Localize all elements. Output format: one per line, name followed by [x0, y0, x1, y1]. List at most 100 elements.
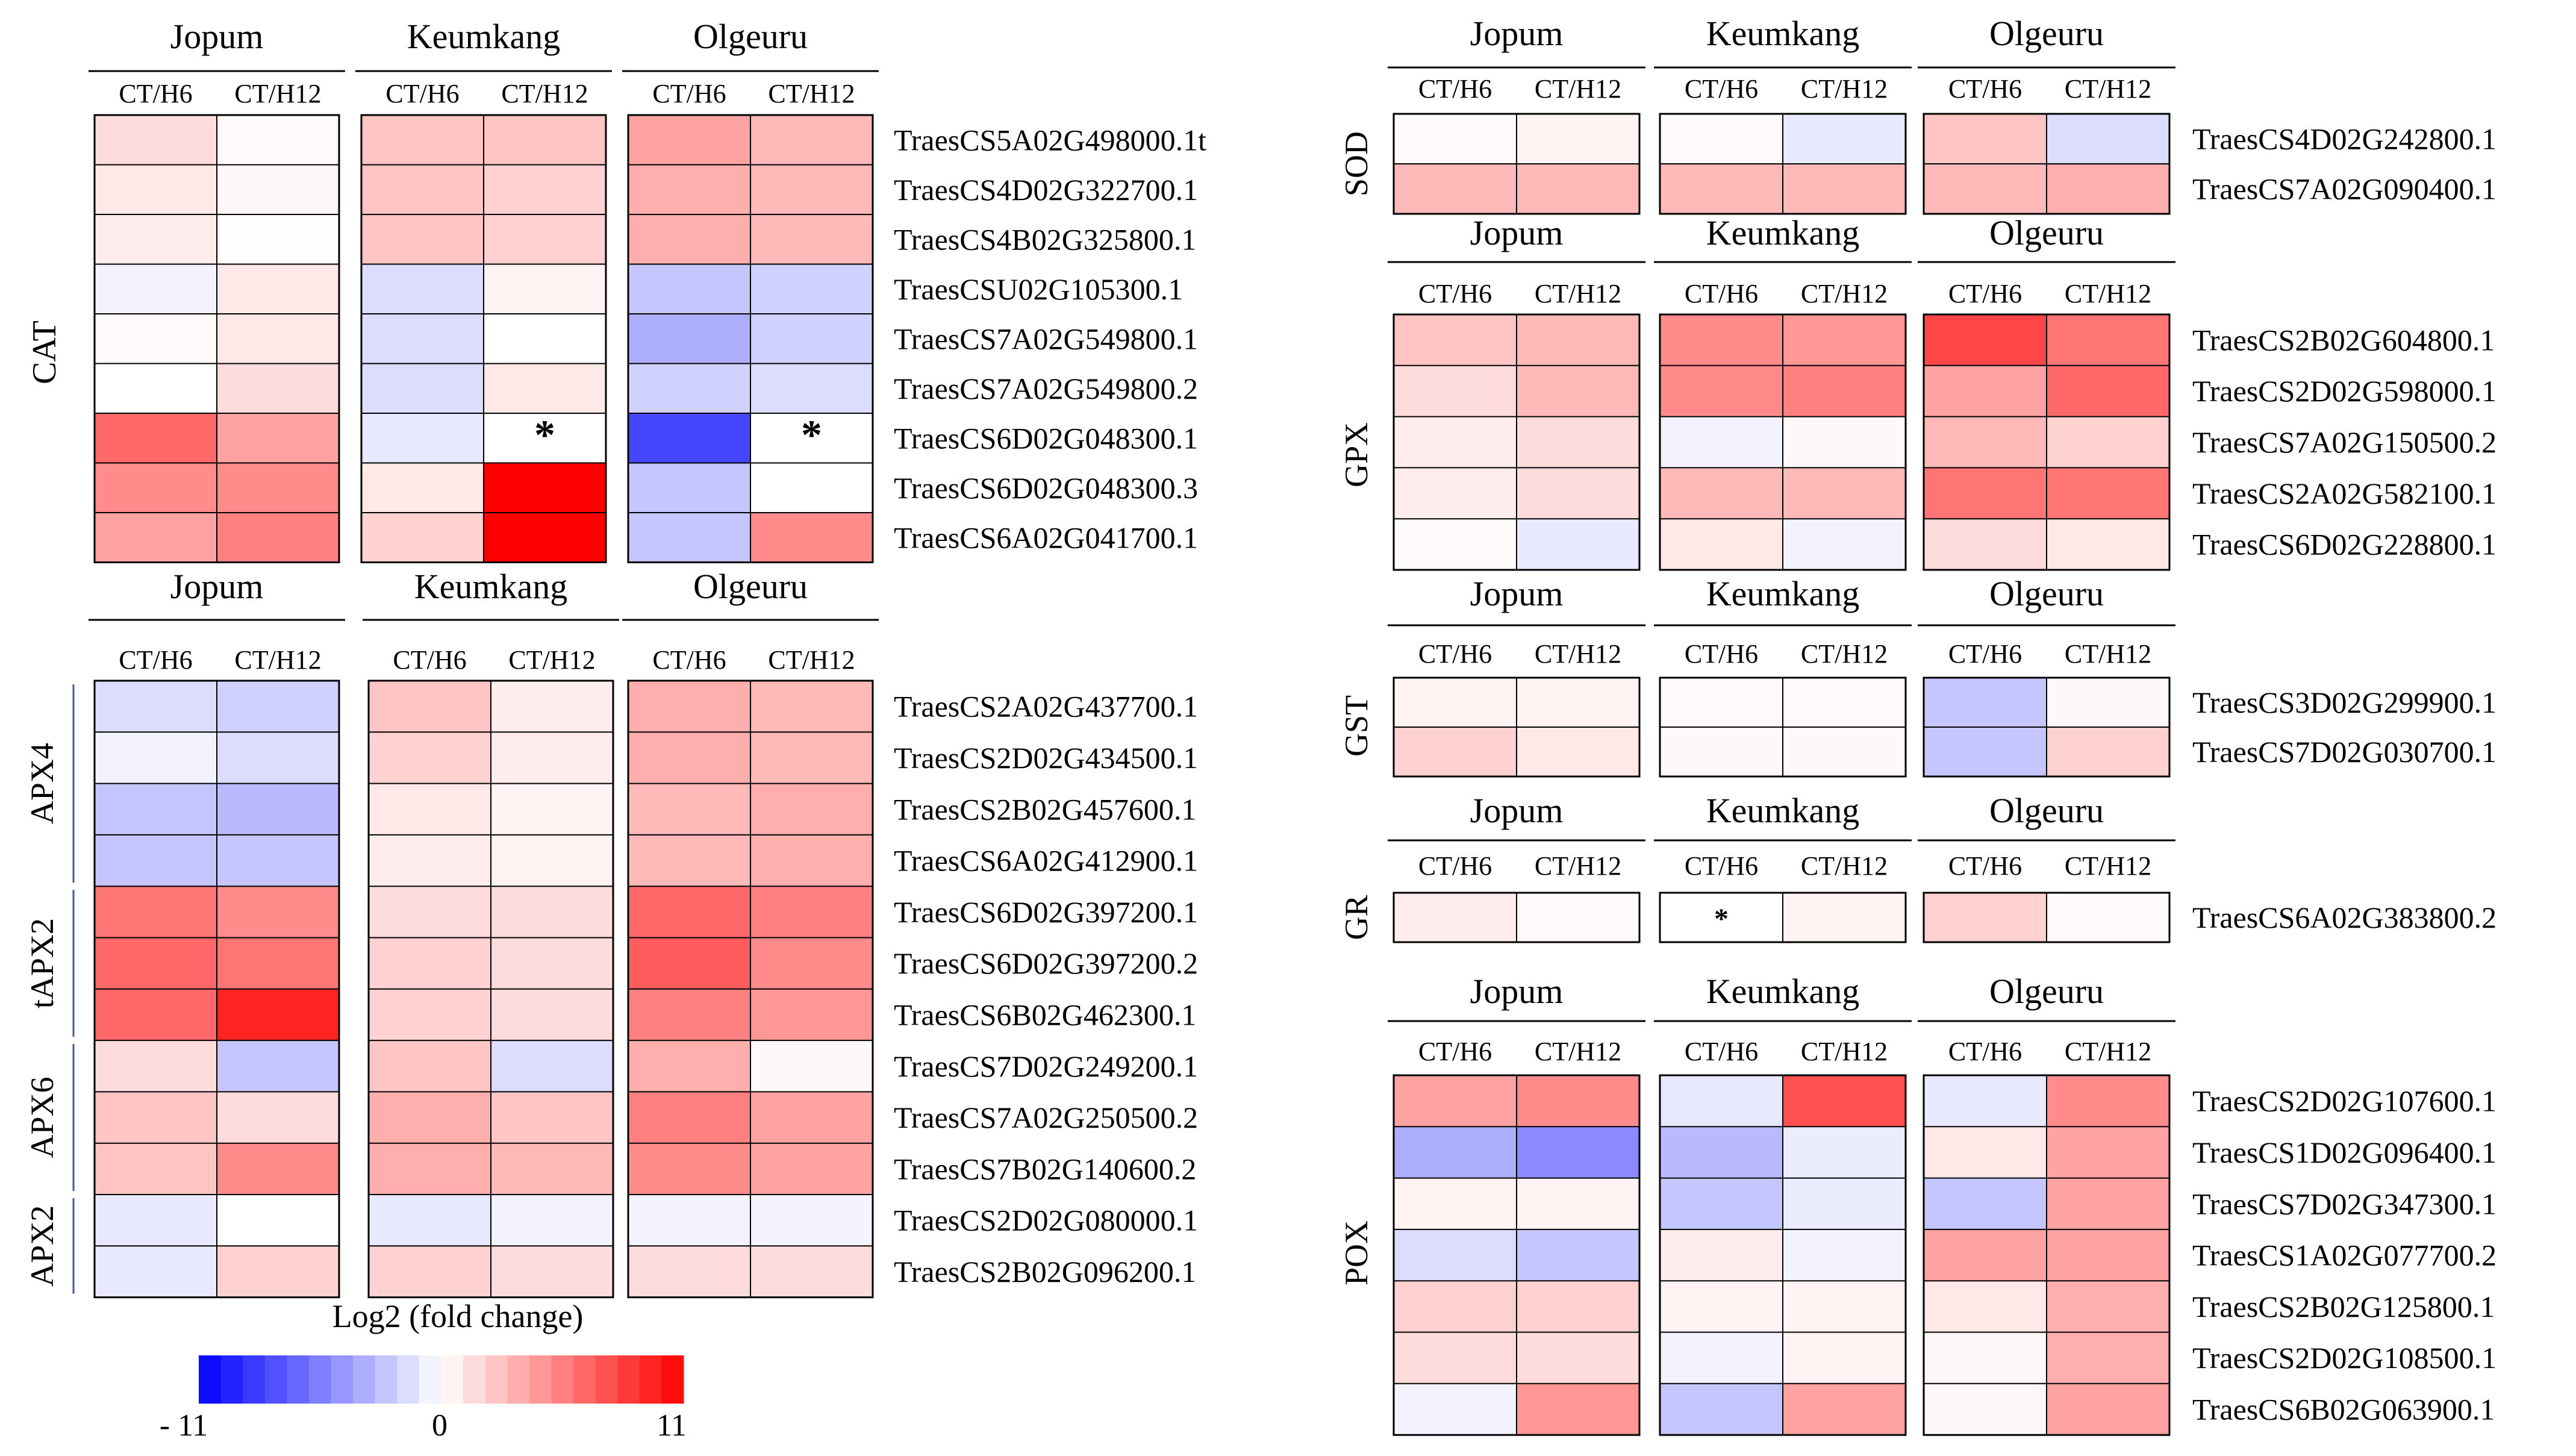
heatmap-cell	[1783, 314, 1906, 366]
heatmap-cell	[1394, 1281, 1517, 1333]
heatmap-cell	[628, 314, 750, 364]
heatmap-cell	[2047, 114, 2169, 164]
condition-header: CT/H12	[1535, 74, 1621, 104]
heatmap-cell	[95, 681, 217, 733]
gene-label: TraesCS7A02G250500.2	[894, 1101, 1198, 1134]
gene-label: TraesCS7A02G090400.1	[2192, 172, 2496, 206]
heatmap-cell	[1924, 416, 2047, 468]
heatmap-cell	[2047, 416, 2169, 468]
heatmap-cell	[1660, 1075, 1783, 1127]
heatmap-cell	[491, 1195, 613, 1246]
condition-header: CT/H12	[2065, 279, 2151, 308]
heatmap-cell	[361, 314, 484, 364]
heatmap-cell	[491, 886, 613, 938]
heatmap-cell	[361, 164, 484, 214]
enzyme-label-pox: POX	[1338, 1220, 1374, 1286]
heatmap-cell	[1783, 114, 1906, 164]
heatmap-cell	[750, 1092, 873, 1143]
gene-label: TraesCS7A02G150500.2	[2192, 425, 2496, 459]
heatmap-block-border	[1392, 676, 1641, 778]
heatmap-cell	[369, 1246, 491, 1298]
gene-label: TraesCS4B02G325800.1	[894, 222, 1196, 256]
heatmap-cell	[491, 989, 613, 1041]
heatmap-cell	[484, 164, 606, 214]
gene-label: TraesCS6B02G063900.1	[2192, 1392, 2495, 1426]
apx-group-label: APX6	[24, 1077, 60, 1158]
heatmap-cell	[1517, 678, 1639, 727]
heatmap-cell	[1660, 416, 1783, 468]
heatmap-cell	[1517, 1075, 1639, 1127]
heatmap-cell	[2047, 727, 2169, 776]
heatmap-block-border	[1659, 892, 1907, 943]
heatmap-cell	[1924, 467, 2047, 519]
cultivar-title-olgeuru: Olgeuru	[1989, 574, 2104, 613]
heatmap-cell	[1394, 727, 1517, 776]
heatmap-cell	[2047, 1332, 2169, 1384]
gene-label: TraesCSU02G105300.1	[894, 272, 1183, 306]
legend-swatch	[661, 1355, 684, 1404]
cultivar-title-jopum: Jopum	[1470, 574, 1564, 613]
cultivar-title-olgeuru: Olgeuru	[1989, 14, 2104, 53]
heatmap-block-border	[1659, 1074, 1907, 1436]
heatmap-cell	[628, 834, 750, 887]
heatmap-cell	[1394, 114, 1517, 164]
heatmap-cell	[1924, 519, 2047, 570]
heatmap-cell	[1924, 893, 2047, 942]
heatmap-cell	[491, 1092, 613, 1143]
cultivar-title-jopum: Jopum	[1470, 972, 1564, 1011]
heatmap-cell	[2047, 164, 2169, 214]
gene-label: TraesCS2D02G434500.1	[894, 741, 1198, 775]
condition-header: CT/H12	[2065, 74, 2151, 104]
heatmap-cell	[750, 115, 873, 165]
heatmap-cell	[628, 1040, 750, 1092]
heatmap-cell	[217, 1246, 339, 1298]
legend-swatch	[463, 1355, 486, 1404]
heatmap-cell	[217, 886, 339, 938]
heatmap-block-border	[627, 680, 874, 1299]
cultivar-title-jopum: Jopum	[170, 567, 264, 606]
apx-group-label: APX4	[24, 743, 60, 824]
heatmap-cell	[1394, 1332, 1517, 1384]
gene-label: TraesCS2A02G437700.1	[894, 690, 1198, 723]
gene-label: TraesCS1D02G096400.1	[2192, 1136, 2496, 1169]
heatmap-cell	[750, 886, 873, 938]
legend-tick: 0	[432, 1408, 448, 1443]
heatmap-cell	[217, 732, 339, 784]
heatmap-cell	[750, 732, 873, 784]
gene-label: TraesCS4D02G322700.1	[894, 173, 1198, 207]
heatmap-cell	[1394, 1126, 1517, 1178]
heatmap-cell	[750, 937, 873, 989]
heatmap-cell	[1783, 678, 1906, 727]
heatmap-cell	[1660, 1281, 1783, 1333]
gene-label: TraesCS2D02G598000.1	[2192, 374, 2496, 408]
heatmap-cell	[217, 989, 339, 1041]
heatmap-cell	[369, 886, 491, 938]
heatmap-cell	[1924, 114, 2047, 164]
heatmap-cell	[1517, 893, 1639, 942]
heatmap-block-border	[627, 114, 874, 563]
heatmap-cell	[628, 264, 750, 314]
heatmap-cell	[95, 214, 217, 264]
gene-label: TraesCS3D02G299900.1	[2192, 686, 2496, 719]
legend-swatch	[573, 1355, 596, 1404]
condition-header: CT/H12	[1801, 279, 1888, 308]
heatmap-cell	[369, 1092, 491, 1143]
heatmap-block-border	[1659, 113, 1907, 215]
heatmap-cell	[628, 164, 750, 214]
condition-header: CT/H6	[1685, 639, 1758, 669]
gene-label: TraesCS6D02G397200.2	[894, 946, 1198, 980]
enzyme-label-cat: CAT	[26, 320, 63, 384]
heatmap-cell	[217, 1195, 339, 1246]
heatmap-cell	[369, 1040, 491, 1092]
heatmap-cell	[628, 513, 750, 563]
heatmap-cell	[1924, 1281, 2047, 1333]
heatmap-cell	[95, 989, 217, 1041]
cultivar-title-keumkang: Keumkang	[1706, 14, 1860, 53]
heatmap-cell	[2047, 365, 2169, 417]
condition-header: CT/H12	[501, 79, 588, 108]
condition-header: CT/H6	[1685, 74, 1758, 104]
gene-label: TraesCS7A02G549800.2	[894, 372, 1198, 405]
heatmap-cell	[369, 732, 491, 784]
enzyme-label-sod: SOD	[1338, 131, 1374, 196]
condition-header: CT/H12	[2065, 851, 2151, 881]
